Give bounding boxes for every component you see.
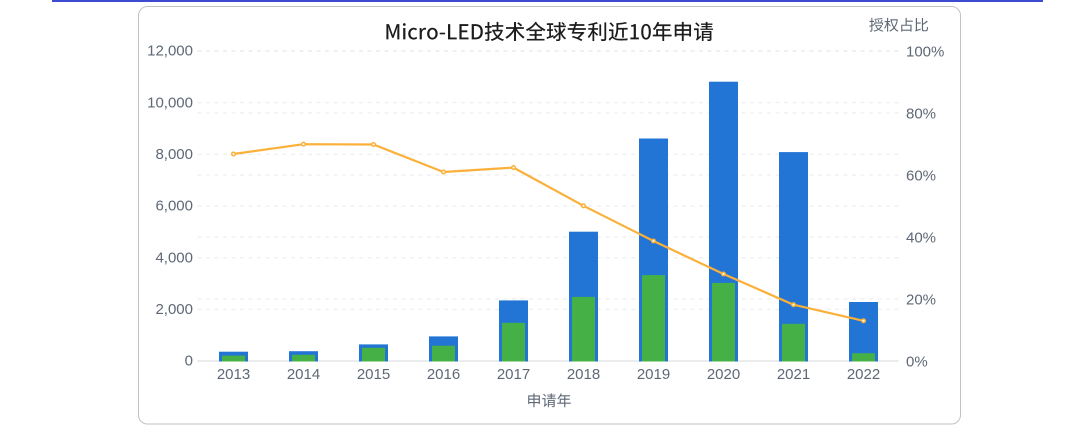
svg-text:2017: 2017 bbox=[497, 366, 530, 383]
svg-text:10,000: 10,000 bbox=[147, 94, 193, 111]
svg-text:0%: 0% bbox=[906, 353, 928, 370]
svg-text:20%: 20% bbox=[906, 291, 936, 308]
svg-text:4,000: 4,000 bbox=[155, 249, 193, 266]
svg-text:2013: 2013 bbox=[217, 366, 250, 383]
svg-text:2021: 2021 bbox=[777, 366, 810, 383]
svg-text:100%: 100% bbox=[906, 43, 944, 60]
svg-text:12,000: 12,000 bbox=[147, 43, 193, 60]
svg-text:80%: 80% bbox=[906, 105, 936, 122]
svg-text:2022: 2022 bbox=[847, 366, 880, 383]
svg-text:2014: 2014 bbox=[287, 366, 320, 383]
svg-text:2020: 2020 bbox=[707, 366, 740, 383]
svg-text:0: 0 bbox=[185, 353, 193, 370]
svg-text:2019: 2019 bbox=[637, 366, 670, 383]
svg-text:2,000: 2,000 bbox=[155, 301, 193, 318]
svg-text:2018: 2018 bbox=[567, 366, 600, 383]
svg-text:40%: 40% bbox=[906, 229, 936, 246]
svg-text:2015: 2015 bbox=[357, 366, 390, 383]
svg-text:60%: 60% bbox=[906, 167, 936, 184]
svg-text:8,000: 8,000 bbox=[155, 146, 193, 163]
svg-text:6,000: 6,000 bbox=[155, 198, 193, 215]
svg-text:2016: 2016 bbox=[427, 366, 460, 383]
